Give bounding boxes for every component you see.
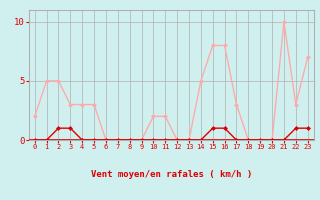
X-axis label: Vent moyen/en rafales ( km/h ): Vent moyen/en rafales ( km/h ) (91, 170, 252, 179)
